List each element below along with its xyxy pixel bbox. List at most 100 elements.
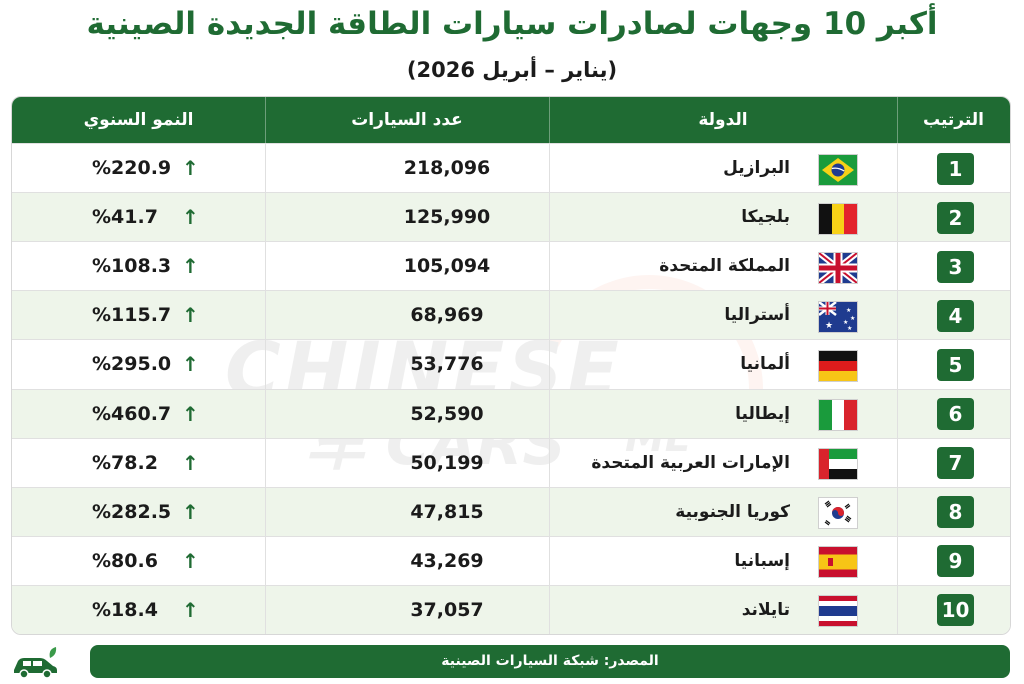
growth-cell: %18.4 ↑ — [32, 586, 272, 634]
growth-value: %41.7 — [92, 206, 158, 229]
car-count: 50,199 — [410, 451, 484, 474]
rank-badge: 7 — [937, 447, 974, 480]
growth-value: %295.0 — [92, 353, 172, 376]
thailand-flag-icon — [818, 595, 858, 628]
italy-flag-icon — [818, 399, 858, 432]
country-name: كوريا الجنوبية — [675, 501, 790, 522]
growth-value: %18.4 — [92, 598, 158, 621]
up-arrow-icon: ↑ — [182, 597, 199, 622]
uk-flag-icon — [818, 251, 858, 284]
table-header: الترتيب الدولة عدد السيارات النمو السنوي — [12, 97, 1010, 143]
up-arrow-icon: ↑ — [182, 254, 199, 279]
car-count: 68,969 — [410, 304, 484, 327]
up-arrow-icon: ↑ — [182, 156, 199, 180]
growth-cell: %108.3 ↑ — [32, 242, 272, 291]
source-footer: المصدر: شبكة السيارات الصينية — [90, 645, 1010, 678]
growth-cell: %80.6 ↑ — [32, 537, 272, 586]
rank-badge: 2 — [937, 201, 974, 234]
growth-cell: %460.7 ↑ — [32, 390, 272, 439]
header-divider — [897, 97, 898, 143]
table-row: 1 البرازيل 218,096 %220.9 ↑ — [12, 143, 1010, 193]
growth-value: %78.2 — [92, 451, 158, 474]
growth-cell: %115.7 ↑ — [32, 291, 272, 340]
header-divider — [265, 97, 266, 143]
country-name: إسبانيا — [734, 550, 790, 571]
up-arrow-icon: ↑ — [182, 450, 199, 475]
rank-badge: 3 — [937, 250, 974, 283]
growth-value: %108.3 — [92, 255, 172, 278]
header-growth: النمو السنوي — [83, 110, 194, 130]
country-name: إيطاليا — [735, 403, 790, 424]
country-name: المملكة المتحدة — [659, 256, 790, 277]
uae-flag-icon — [818, 448, 858, 481]
rank-badge: 8 — [937, 496, 974, 529]
country-name: ألمانيا — [740, 354, 790, 375]
country-name: أستراليا — [724, 305, 790, 326]
car-count: 53,776 — [410, 353, 484, 376]
growth-value: %115.7 — [92, 304, 172, 327]
up-arrow-icon: ↑ — [182, 303, 199, 328]
header-divider — [549, 97, 550, 143]
page-title: أكبر 10 وجهات لصادرات سيارات الطاقة الجد… — [86, 6, 938, 42]
car-count: 37,057 — [410, 598, 484, 621]
up-arrow-icon: ↑ — [182, 548, 199, 573]
table-row: 8 كوريا الجنوبية 47,815 %282.5 ↑ — [12, 486, 1010, 537]
up-arrow-icon: ↑ — [182, 352, 199, 377]
header-country: الدولة — [698, 110, 748, 130]
south-korea-flag-icon — [818, 497, 858, 530]
up-arrow-icon: ↑ — [182, 499, 199, 524]
svg-text:★: ★ — [846, 307, 851, 314]
table-row: 5 ألمانيا 53,776 %295.0 ↑ — [12, 339, 1010, 389]
growth-value: %282.5 — [92, 500, 172, 523]
rank-badge: 6 — [937, 398, 974, 431]
belgium-flag-icon — [818, 202, 858, 235]
growth-cell: %295.0 ↑ — [32, 340, 272, 389]
spain-flag-icon — [818, 546, 858, 579]
up-arrow-icon: ↑ — [182, 205, 199, 230]
growth-cell: %41.7 ↑ — [32, 193, 272, 242]
svg-text:★: ★ — [825, 321, 833, 331]
growth-cell: %282.5 ↑ — [32, 488, 272, 537]
header-rank: الترتيب — [922, 110, 985, 130]
column-divider — [549, 143, 550, 634]
exports-table: الترتيب الدولة عدد السيارات النمو السنوي… — [11, 96, 1011, 635]
rank-badge: 4 — [937, 299, 974, 332]
page-subtitle: (يناير – أبريل 2026) — [406, 58, 618, 82]
svg-text:★: ★ — [847, 325, 852, 332]
table-row: 7 الإمارات العربية المتحدة 50,199 %78.2 ↑ — [12, 437, 1010, 488]
car-count: 125,990 — [403, 206, 491, 229]
country-name: الإمارات العربية المتحدة — [591, 452, 790, 473]
header-count: عدد السيارات — [351, 110, 463, 130]
car-count: 52,590 — [410, 402, 484, 425]
car-leaf-icon — [10, 646, 60, 680]
rank-badge: 10 — [937, 594, 974, 627]
up-arrow-icon: ↑ — [182, 401, 199, 426]
rank-badge: 9 — [937, 545, 974, 578]
growth-cell: %78.2 ↑ — [32, 439, 272, 488]
brazil-flag-icon — [818, 153, 858, 186]
table-row: 2 بلجيكا 125,990 %41.7 ↑ — [12, 192, 1010, 243]
car-count: 43,269 — [410, 549, 484, 572]
country-name: بلجيكا — [741, 207, 790, 228]
svg-text:★: ★ — [850, 315, 855, 322]
growth-value: %460.7 — [92, 402, 172, 425]
growth-value: %80.6 — [92, 549, 158, 572]
car-count: 47,815 — [410, 500, 484, 523]
column-divider — [265, 143, 266, 634]
table-row: 10 تايلاند 37,057 %18.4 ↑ — [12, 584, 1010, 634]
car-count: 105,094 — [403, 255, 491, 278]
growth-cell: %220.9 ↑ — [32, 144, 272, 193]
table-row: 9 إسبانيا 43,269 %80.6 ↑ — [12, 535, 1010, 586]
column-divider — [897, 143, 898, 634]
svg-text:★: ★ — [843, 319, 848, 326]
table-row: 3 المملكة المتحدة 105,094 %108.3 ↑ — [12, 241, 1010, 291]
country-name: البرازيل — [723, 158, 790, 178]
rank-badge: 1 — [937, 152, 974, 185]
table-row: 6 إيطاليا 52,590 %460.7 ↑ — [12, 388, 1010, 439]
rank-badge: 5 — [937, 348, 974, 381]
growth-value: %220.9 — [92, 157, 172, 179]
car-count: 218,096 — [403, 157, 491, 179]
germany-flag-icon — [818, 349, 858, 382]
country-name: تايلاند — [741, 599, 790, 620]
australia-flag-icon: ★ ★ ★ ★ ★ — [818, 300, 858, 333]
